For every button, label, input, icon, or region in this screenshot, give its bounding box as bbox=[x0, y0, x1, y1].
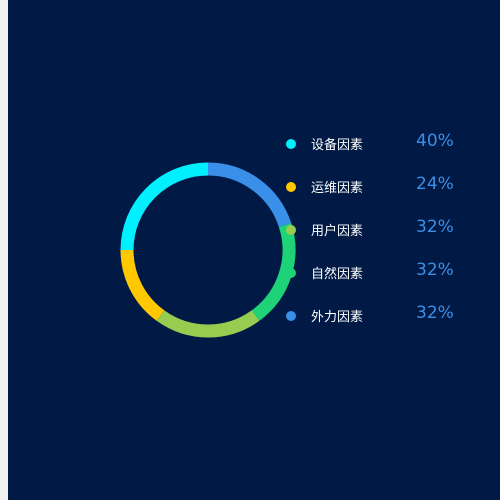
donut-slice-4[interactable] bbox=[251, 222, 296, 321]
donut-slice-5[interactable] bbox=[207, 162, 292, 228]
legend-item[interactable]: 自然因素 32% bbox=[286, 259, 486, 302]
chart-panel bbox=[8, 0, 500, 500]
legend-item[interactable]: 外力因素 32% bbox=[286, 302, 486, 345]
donut-slice-2[interactable] bbox=[120, 249, 165, 321]
legend-item[interactable]: 运维因素 24% bbox=[286, 173, 486, 216]
donut-slice-1[interactable] bbox=[120, 162, 209, 251]
legend-label: 设备因素 bbox=[311, 138, 364, 153]
legend-item[interactable]: 设备因素 40% bbox=[286, 130, 486, 173]
legend-dot bbox=[286, 182, 296, 192]
legend-value: 32% bbox=[416, 260, 454, 280]
legend-label: 运维因素 bbox=[311, 181, 364, 196]
legend-dot bbox=[286, 225, 296, 235]
legend-label: 自然因素 bbox=[311, 267, 364, 282]
legend-dot bbox=[286, 139, 296, 149]
legend-value: 24% bbox=[416, 174, 454, 194]
legend-value: 32% bbox=[416, 303, 454, 323]
legend-value: 40% bbox=[416, 131, 454, 151]
legend-value: 32% bbox=[416, 217, 454, 237]
legend-item[interactable]: 用户因素 32% bbox=[286, 216, 486, 259]
legend-dot bbox=[286, 311, 296, 321]
legend-label: 外力因素 bbox=[311, 310, 364, 325]
legend-dot bbox=[286, 268, 296, 278]
legend-label: 用户因素 bbox=[311, 224, 364, 239]
legend: 设备因素 40% 运维因素 24% 用户因素 32% 自然因素 32% 外力因素… bbox=[286, 130, 486, 345]
donut-slice-3[interactable] bbox=[156, 310, 260, 338]
